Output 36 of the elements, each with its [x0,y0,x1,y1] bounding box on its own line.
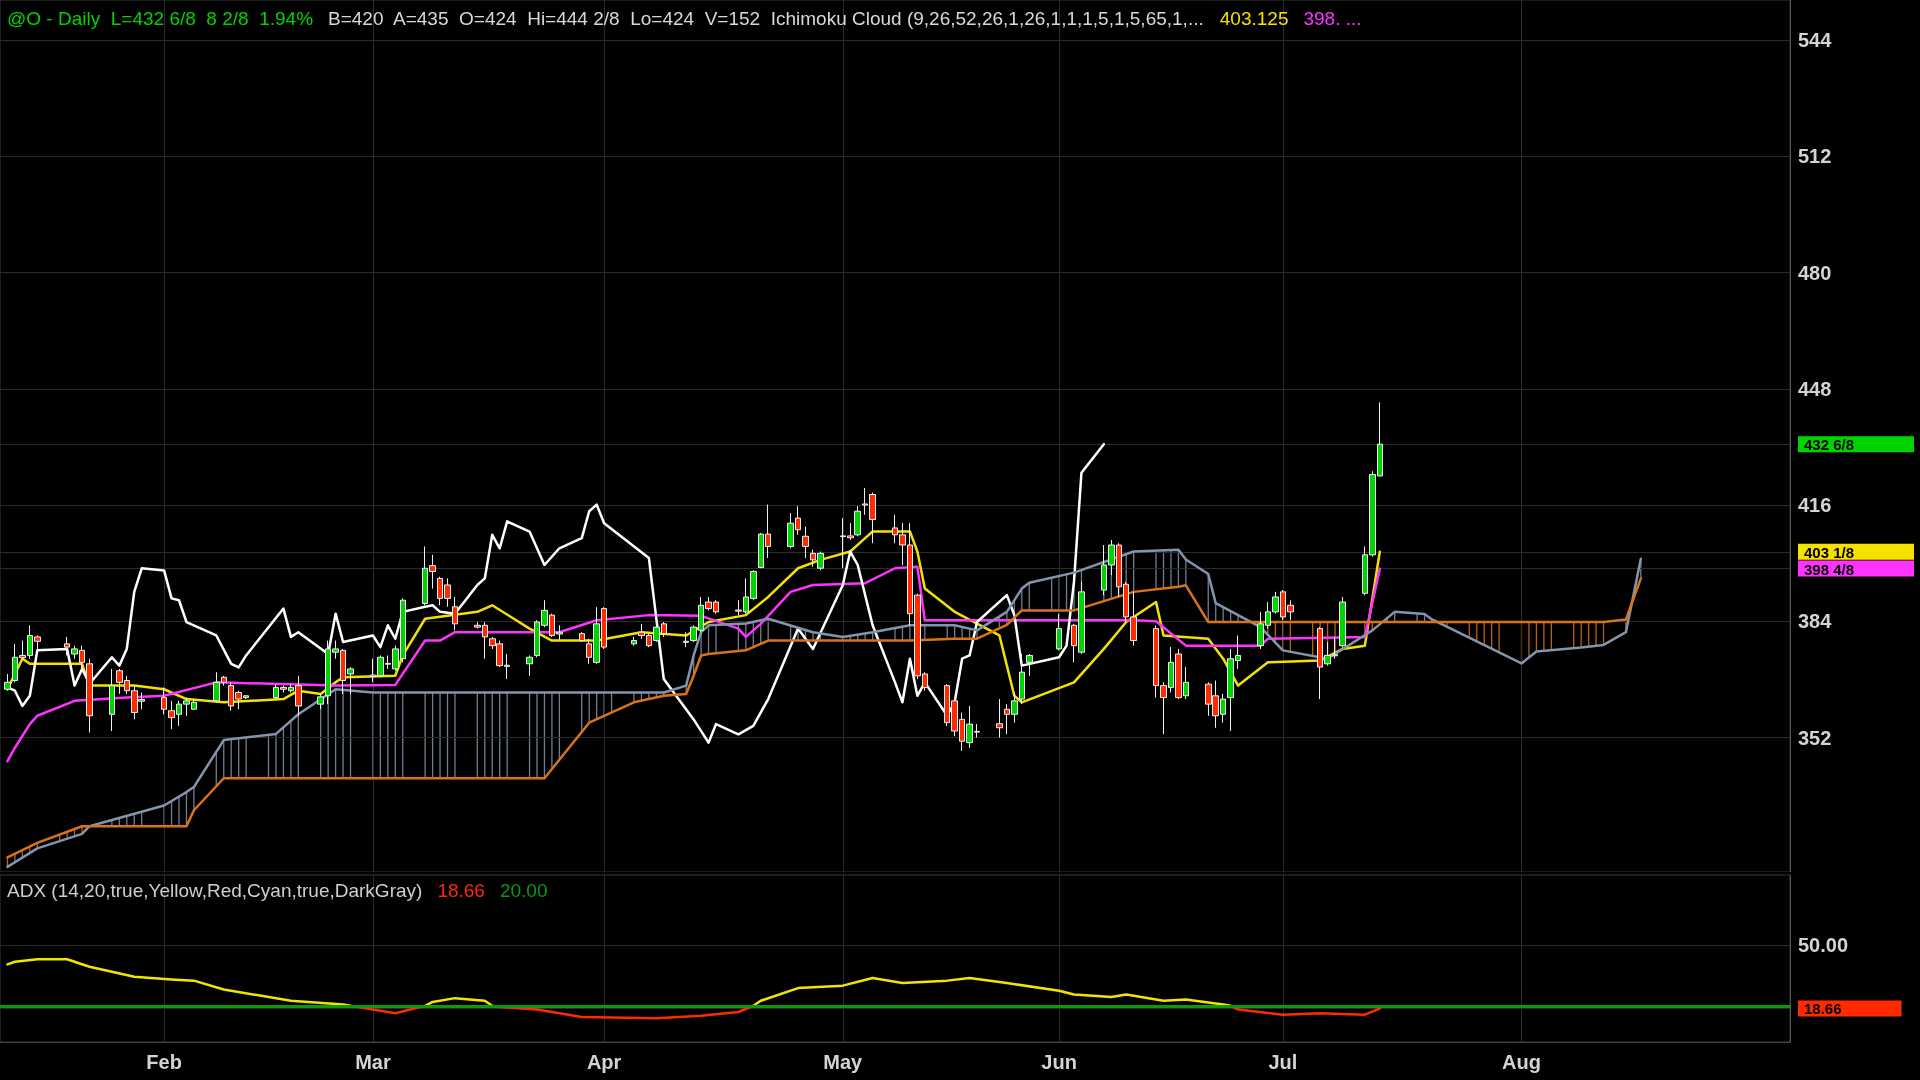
y-tick-label: 448 [1798,377,1832,400]
x-tick-label: Jun [1041,1051,1077,1073]
y-tick-label: 544 [1798,28,1833,51]
candlestick [86,658,93,733]
x-tick-label: Aug [1502,1051,1541,1073]
candlestick [4,673,11,692]
chart-subtitle: B=420 A=435 O=424 Hi=444 2/8 Lo=424 V=152 Ichimoku Cloud (9,26,52,26,1,26,1,1,1,5,1,5,65,1,... [328,8,1204,29]
candlestick [64,636,70,656]
x-tick-label: May [823,1051,864,1073]
y-tick-label: 512 [1798,145,1832,168]
candlestick [161,686,167,715]
ref-line-label: 20.00 [499,880,548,901]
candlestick [996,698,1003,739]
y-tick-label: 416 [1798,494,1832,517]
y-tick-label: 18.66 [1804,1000,1842,1018]
candlestick [317,693,324,710]
chart-title: ADX (14,20,true,Yellow,Red,Cyan,true,DarkGray) [7,880,423,901]
annotation: 403.125 [1219,8,1289,29]
y-tick-label: 480 [1798,261,1832,284]
y-tick-label: 403 1/8 [1804,543,1855,561]
y-tick-label: 432 6/8 [1804,436,1855,454]
chart-title: @O - Daily L=432 6/8 8 2/8 1.94% [7,8,314,29]
candlestick [1026,653,1033,677]
y-tick-label: 398 4/8 [1804,560,1855,578]
x-tick-label: Feb [146,1051,182,1073]
x-tick-label: Mar [355,1051,391,1073]
y-tick-label: 352 [1798,726,1832,749]
y-tick-label: 384 [1798,610,1833,633]
candlestick [109,668,115,732]
annotation: 18.66 [437,880,485,901]
x-tick-label: Jul [1268,1051,1298,1073]
candlestick [1056,613,1062,651]
annotation: 398. ... [1303,8,1362,29]
y-tick-label: 50.00 [1798,934,1849,957]
candlestick [1019,653,1025,705]
x-tick-label: Apr [586,1051,622,1073]
